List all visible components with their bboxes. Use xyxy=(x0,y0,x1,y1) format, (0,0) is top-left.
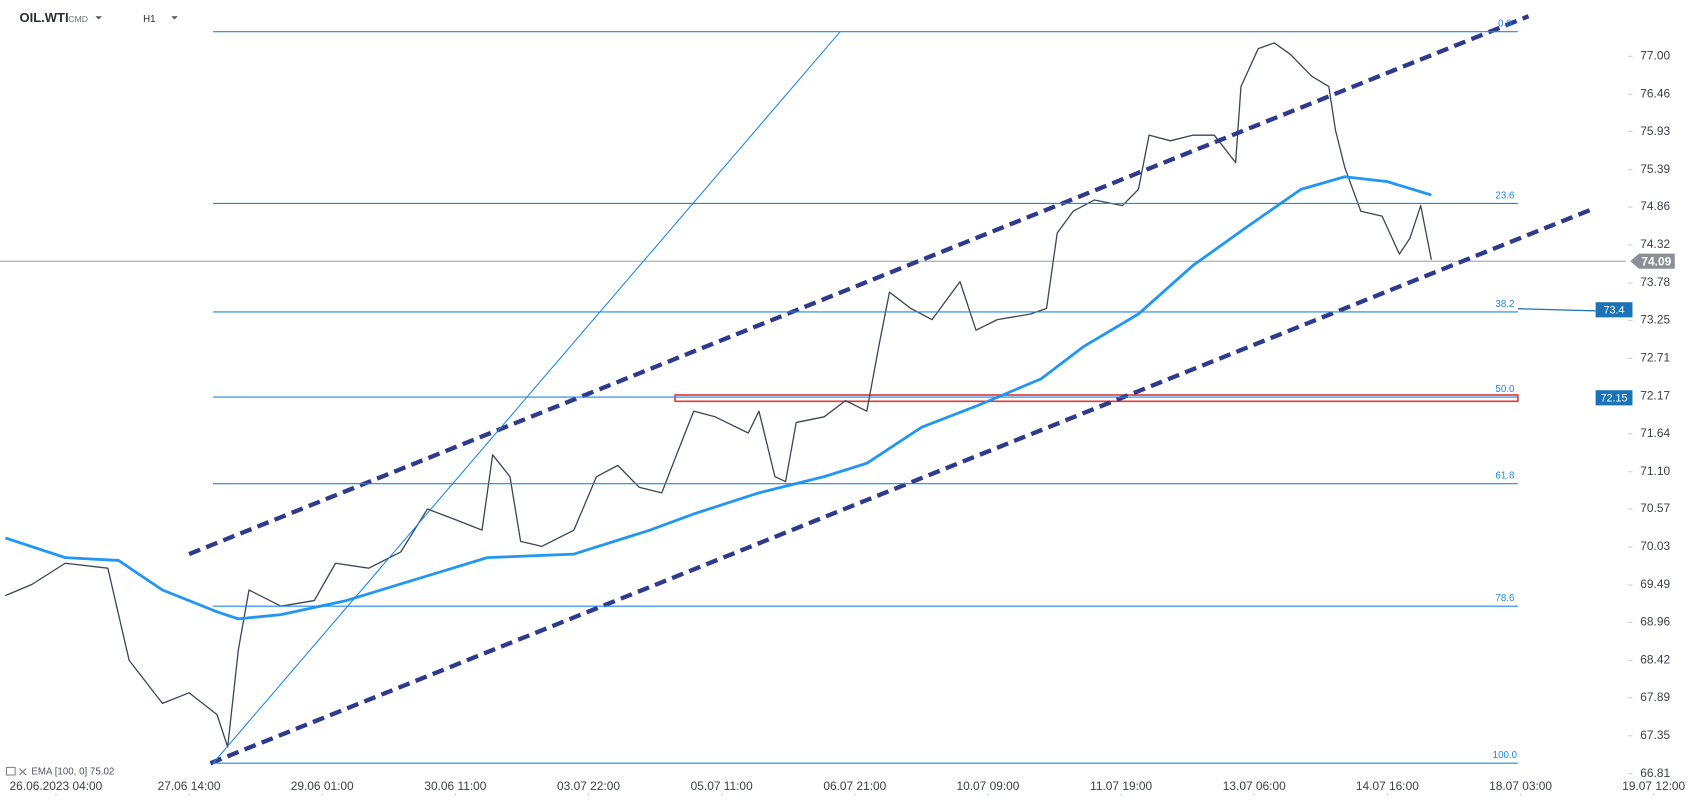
symbol-dropdown[interactable] xyxy=(95,16,102,20)
price-marker-box xyxy=(1595,390,1633,406)
y-tick-label: 75.39 xyxy=(1640,162,1670,176)
y-tick-label: 69.49 xyxy=(1640,577,1670,591)
y-tick-label: 68.42 xyxy=(1640,653,1670,667)
price-marker-label: 73.4 xyxy=(1603,305,1624,317)
y-tick-label: 70.57 xyxy=(1640,501,1670,515)
y-tick-label: 74.86 xyxy=(1640,199,1670,213)
fib-label: 50.0 xyxy=(1495,384,1515,395)
symbol[interactable]: OIL.WTI xyxy=(20,10,69,25)
fib-label: 100.0 xyxy=(1493,750,1518,761)
price-line xyxy=(5,42,1432,748)
price-marker-box xyxy=(1595,302,1633,318)
x-tick-label: 10.07 09:00 xyxy=(956,779,1019,793)
price-zone xyxy=(674,394,1519,403)
fib-label: 38.2 xyxy=(1495,299,1514,310)
fib-label: 23.6 xyxy=(1495,190,1514,201)
y-tick-label: 71.10 xyxy=(1640,464,1670,478)
x-tick-label: 14.07 16:00 xyxy=(1356,779,1419,793)
x-tick-label: 06.07 21:00 xyxy=(823,779,886,793)
x-tick-label: 03.07 22:00 xyxy=(557,779,620,793)
y-tick-label: 75.93 xyxy=(1640,124,1670,138)
timeframe-dropdown[interactable] xyxy=(171,16,178,20)
y-tick-label: 67.35 xyxy=(1640,728,1670,742)
x-tick-label: 19.07 12:00 xyxy=(1622,779,1685,793)
y-tick-label: 71.64 xyxy=(1640,426,1670,440)
y-tick-label: 72.71 xyxy=(1640,351,1670,365)
x-tick-label: 26.06.2023 04:00 xyxy=(10,779,103,793)
price-marker-label: 72.15 xyxy=(1600,393,1627,405)
x-tick-label: 27.06 14:00 xyxy=(158,779,221,793)
y-tick-label: 74.32 xyxy=(1640,237,1670,251)
y-tick-label: 67.89 xyxy=(1640,690,1670,704)
y-tick-label: 72.17 xyxy=(1640,389,1670,403)
x-tick-label: 18.07 03:00 xyxy=(1489,779,1552,793)
fib-label: 78.6 xyxy=(1495,593,1514,604)
x-tick-label: 05.07 11:00 xyxy=(691,779,753,793)
trend-line xyxy=(188,14,1530,557)
fib-label: 61.8 xyxy=(1495,471,1514,482)
indicator-label[interactable]: EMA [100, 0] 75.02 xyxy=(31,766,114,777)
x-tick-label: 11.07 19:00 xyxy=(1090,779,1152,793)
ema-line xyxy=(4,175,1432,621)
x-tick-label: 13.07 06:00 xyxy=(1223,779,1286,793)
y-tick-label: 76.46 xyxy=(1640,86,1670,100)
x-tick-label: 29.06 01:00 xyxy=(291,779,354,793)
timeframe[interactable]: H1 xyxy=(143,14,155,25)
fib-label: 0.0 xyxy=(1498,19,1512,30)
current-price-label: 74.09 xyxy=(1641,254,1671,268)
marker-line xyxy=(1517,308,1596,312)
indicator-close[interactable] xyxy=(19,768,27,776)
current-price-box xyxy=(1630,253,1675,269)
plot xyxy=(0,14,1626,766)
market: CMD xyxy=(68,14,88,24)
y-tick-label: 73.78 xyxy=(1640,275,1670,289)
y-tick-label: 77.00 xyxy=(1640,48,1670,62)
y-tick-label: 66.81 xyxy=(1640,766,1670,780)
y-tick-label: 70.03 xyxy=(1640,539,1670,553)
y-tick-label: 73.25 xyxy=(1640,312,1670,326)
y-tick-label: 68.96 xyxy=(1640,615,1670,629)
indicator-icon[interactable] xyxy=(5,766,16,776)
trend-line xyxy=(209,207,1594,766)
x-tick-label: 30.06 11:00 xyxy=(424,779,486,793)
